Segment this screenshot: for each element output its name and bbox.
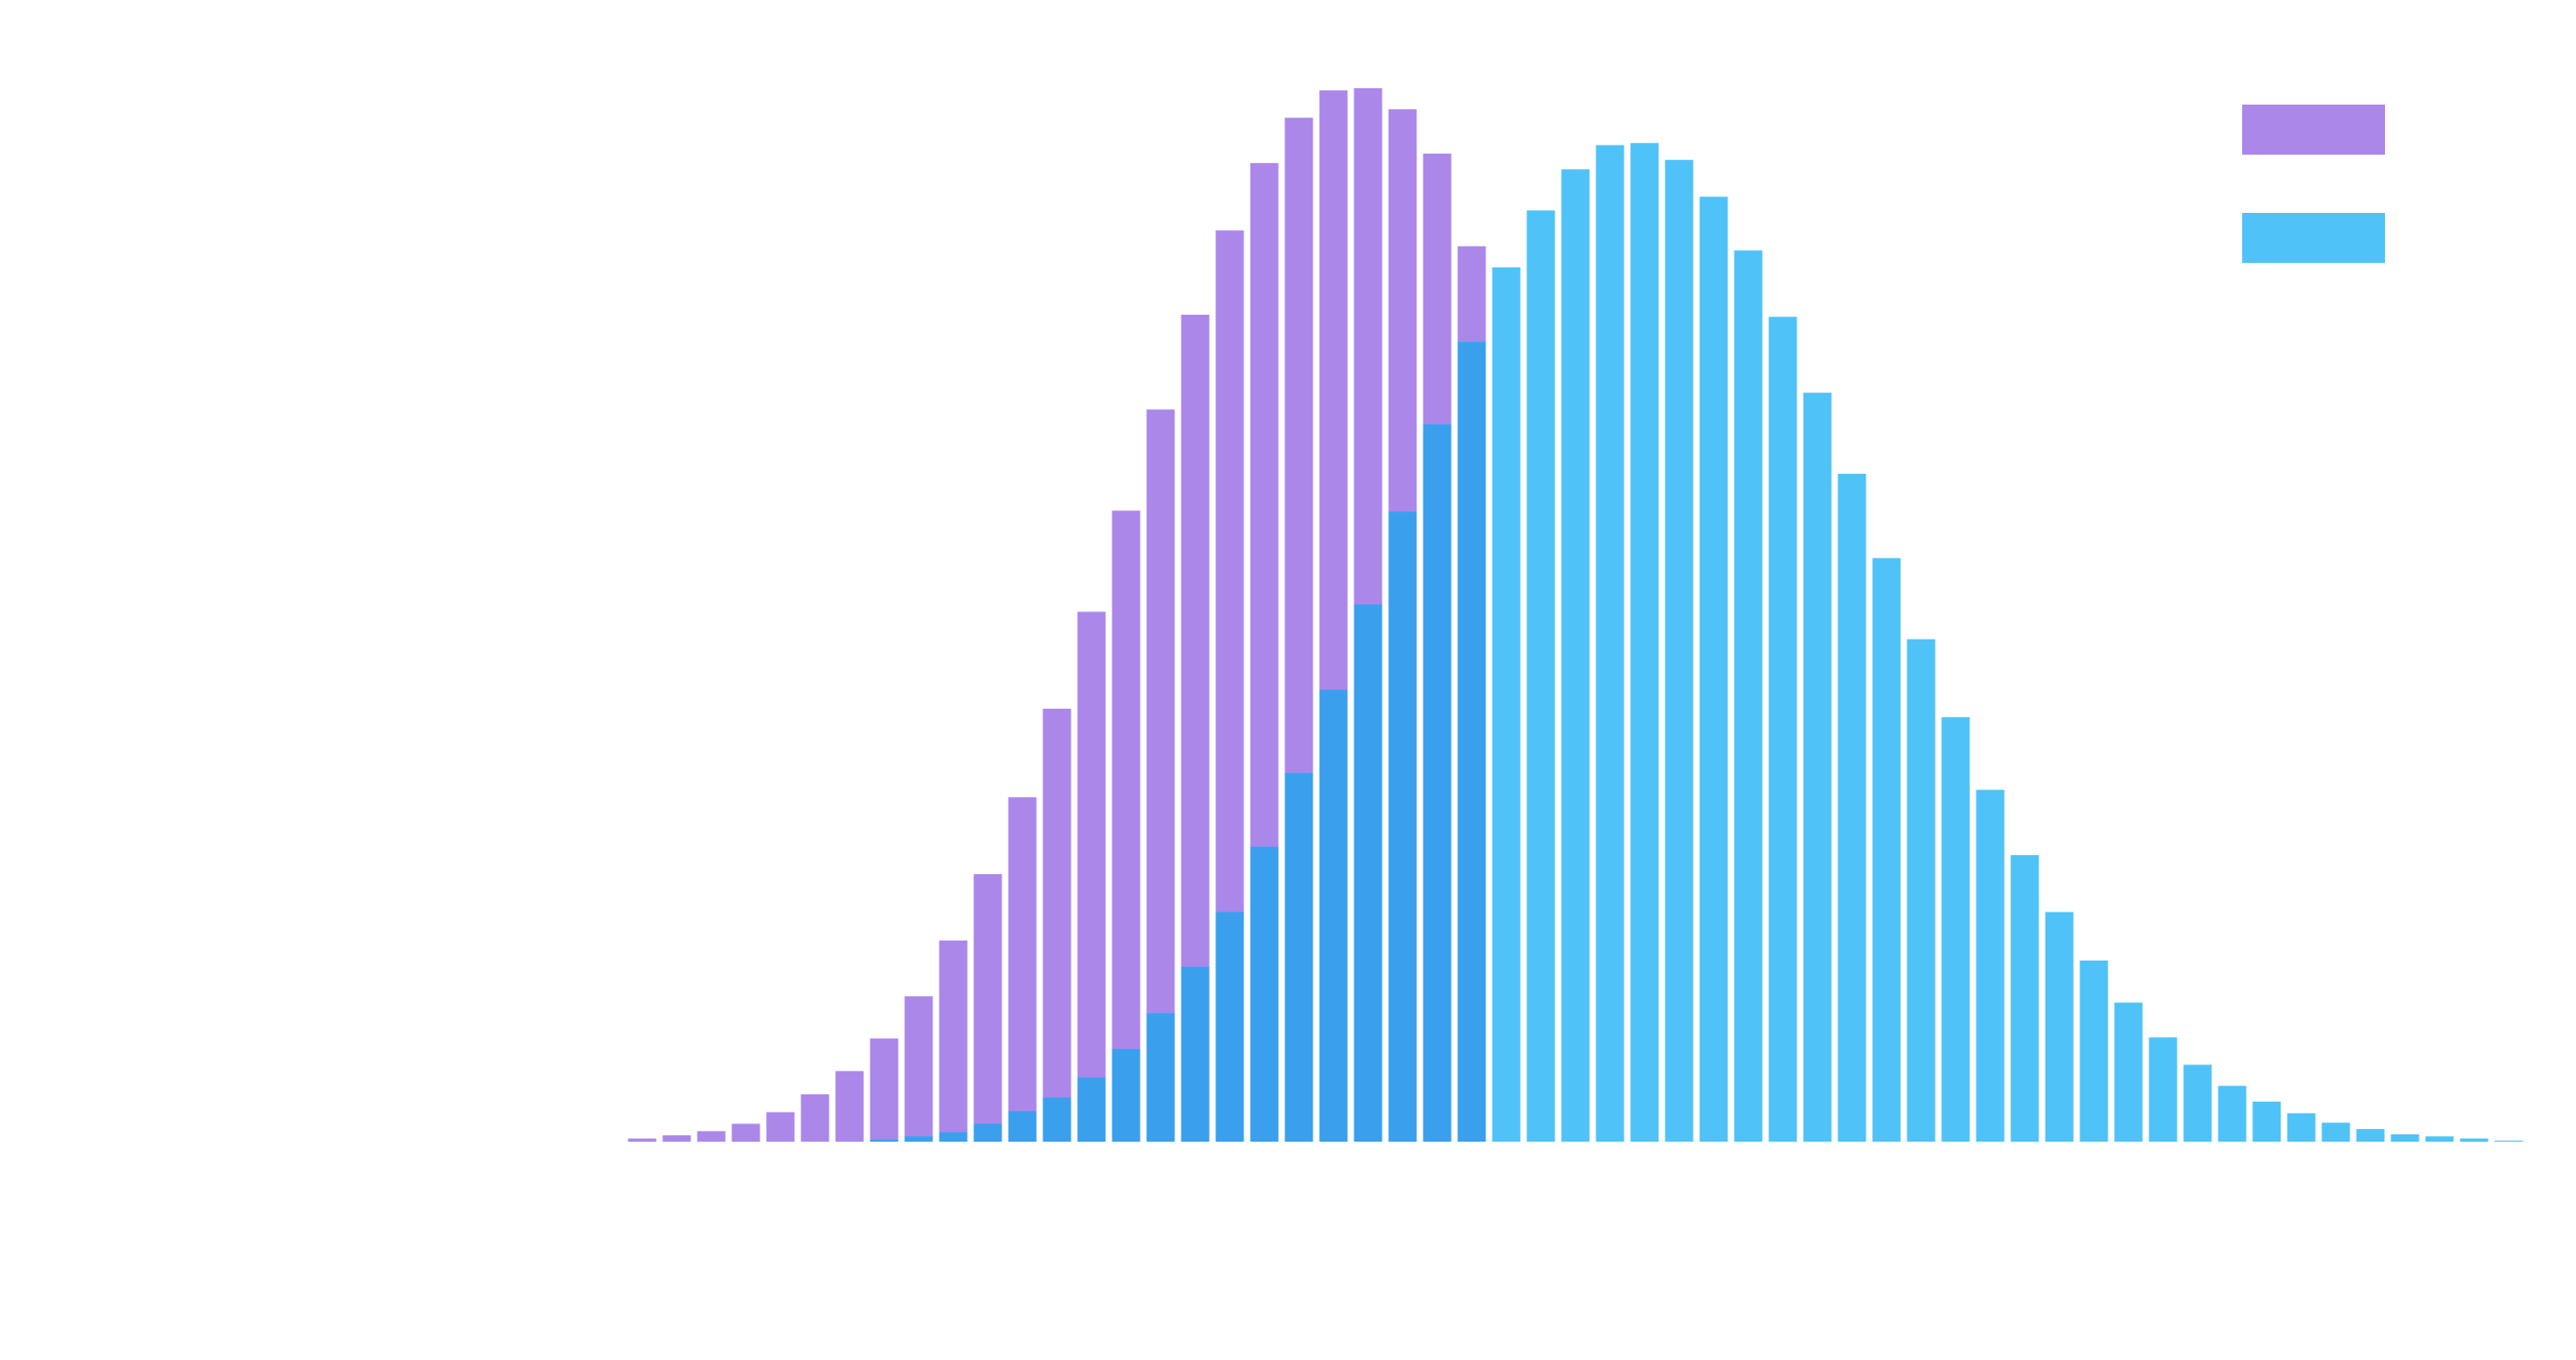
bar-series-1-37 [1907,639,1936,1142]
bar-overlap-21 [1353,604,1383,1142]
bar-overlap-18 [1250,846,1279,1142]
bar-series-1-54 [2494,1140,2523,1142]
bar-series-0-1 [662,1135,691,1142]
bar-series-0-11 [1008,797,1037,1142]
bar-series-1-35 [1837,473,1867,1142]
bar-overlap-19 [1284,772,1313,1142]
bar-series-0-14 [1112,510,1141,1142]
bar-series-0-5 [800,1093,830,1142]
bar-series-1-40 [2010,855,2039,1142]
bar-series-1-39 [1976,790,2005,1142]
bar-overlap-8 [904,1136,933,1142]
bars-layer [628,88,2523,1143]
bar-series-0-9 [939,940,968,1142]
bar-series-1-49 [2321,1123,2350,1142]
bar-overlap-17 [1215,912,1244,1142]
bar-series-1-28 [1595,145,1625,1143]
bar-overlap-22 [1388,511,1417,1142]
bar-series-1-26 [1526,210,1555,1142]
bar-series-1-48 [2287,1113,2316,1142]
bar-series-0-6 [835,1071,864,1142]
bar-series-1-52 [2425,1136,2454,1142]
bar-series-1-30 [1665,159,1694,1142]
bar-overlap-9 [939,1132,968,1142]
bar-overlap-24 [1457,342,1486,1142]
bar-series-1-43 [2114,1002,2143,1142]
bar-series-0-13 [1077,611,1106,1142]
bar-series-1-46 [2218,1085,2247,1142]
bar-series-0-0 [628,1138,657,1142]
legend-swatch-1 [2242,213,2385,263]
bar-overlap-10 [973,1123,1002,1142]
bar-overlap-12 [1042,1097,1072,1142]
bar-series-1-29 [1630,143,1659,1142]
bar-series-1-27 [1561,169,1590,1142]
bar-series-1-47 [2252,1101,2281,1142]
bar-overlap-13 [1077,1077,1106,1142]
bar-series-1-36 [1872,558,1901,1142]
bar-overlap-23 [1423,424,1452,1143]
bar-series-0-3 [731,1123,760,1142]
bar-overlap-14 [1112,1049,1141,1142]
bar-series-1-33 [1768,317,1797,1142]
bar-overlap-7 [870,1139,899,1142]
bar-series-1-25 [1492,267,1521,1142]
bar-overlap-15 [1146,1012,1175,1142]
bar-overlap-16 [1181,966,1210,1142]
bar-series-0-4 [766,1112,795,1142]
bar-series-0-7 [870,1038,899,1142]
bar-series-0-8 [904,996,933,1142]
bar-series-1-44 [2148,1037,2178,1142]
legend [2242,105,2385,263]
bar-series-0-12 [1042,709,1072,1142]
bar-series-1-41 [2045,912,2074,1142]
bar-overlap-11 [1008,1111,1037,1142]
bar-series-1-50 [2356,1129,2385,1142]
bar-overlap-20 [1319,690,1348,1142]
bar-series-1-51 [2390,1133,2420,1142]
bar-series-1-31 [1699,196,1728,1142]
bar-series-1-38 [1941,717,1970,1142]
bar-series-0-2 [697,1131,726,1142]
bar-series-1-45 [2183,1064,2212,1142]
bar-series-1-53 [2460,1138,2489,1142]
legend-swatch-0 [2242,105,2385,155]
bar-series-1-32 [1734,250,1763,1142]
bar-series-1-42 [2079,960,2108,1142]
bar-series-0-10 [973,873,1002,1142]
bar-series-1-34 [1803,392,1832,1142]
